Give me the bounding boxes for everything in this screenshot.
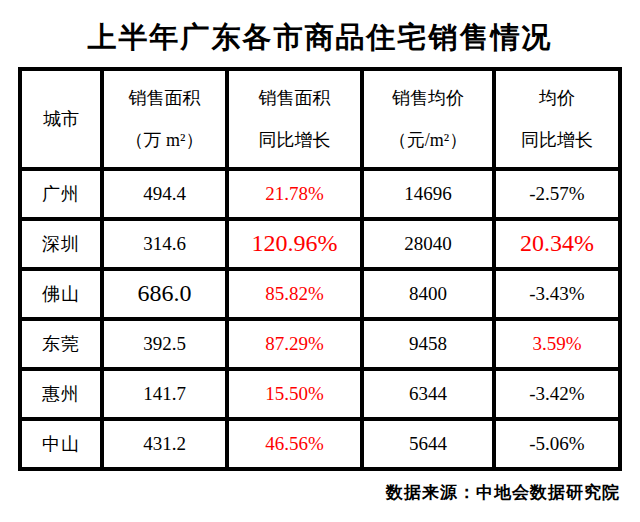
price-growth-cell: -3.43% [494,269,620,319]
area-growth-cell: 15.50% [227,369,362,419]
area-growth-cell: 120.96% [227,219,362,269]
header-area-growth-line1: 销售面积 [229,77,360,119]
header-cell-area-growth: 销售面积 同比增长 [227,69,362,169]
city-cell: 广州 [20,169,102,219]
page-title: 上半年广东各市商品住宅销售情况 [0,20,640,55]
city-cell: 佛山 [20,269,102,319]
area-cell: 141.7 [102,369,227,419]
table-row-dongguan: 东莞 392.5 87.29% 9458 3.59% [20,319,620,369]
area-growth-cell: 85.82% [227,269,362,319]
price-cell: 14696 [362,169,494,219]
header-city-label: 城市 [22,98,100,140]
header-avg-price-line2: （元/m²） [364,119,492,161]
area-cell: 392.5 [102,319,227,369]
area-cell: 686.0 [102,269,227,319]
header-area-growth-line2: 同比增长 [229,119,360,161]
price-cell: 28040 [362,219,494,269]
price-growth-cell: 20.34% [494,219,620,269]
price-cell: 9458 [362,319,494,369]
header-sales-area-line1: 销售面积 [104,77,225,119]
area-growth-cell: 21.78% [227,169,362,219]
price-growth-cell: -2.57% [494,169,620,219]
header-sales-area-line2: （万 m²） [104,119,225,161]
table-row-guangzhou: 广州 494.4 21.78% 14696 -2.57% [20,169,620,219]
price-growth-cell: -5.06% [494,419,620,469]
city-cell: 中山 [20,419,102,469]
price-cell: 6344 [362,369,494,419]
area-cell: 494.4 [102,169,227,219]
table-row-zhongshan: 中山 431.2 46.56% 5644 -5.06% [20,419,620,469]
header-cell-price-growth: 均价 同比增长 [494,69,620,169]
table-header-row: 城市 销售面积 （万 m²） 销售面积 同比增长 销售均价 （元/m²） 均价 … [20,69,620,169]
header-price-growth-line2: 同比增长 [496,119,618,161]
table-graphic: 上半年广东各市商品住宅销售情况 城市 销售面积 （万 m²） 销售面积 同比增长 [0,0,640,522]
area-cell: 431.2 [102,419,227,469]
price-cell: 8400 [362,269,494,319]
table-row-foshan: 佛山 686.0 85.82% 8400 -3.43% [20,269,620,319]
price-cell: 5644 [362,419,494,469]
data-source-caption: 数据来源：中地会数据研究院 [0,481,640,504]
table-row-shenzhen: 深圳 314.6 120.96% 28040 20.34% [20,219,620,269]
city-cell: 深圳 [20,219,102,269]
area-growth-cell: 87.29% [227,319,362,369]
area-growth-cell: 46.56% [227,419,362,469]
header-cell-avg-price: 销售均价 （元/m²） [362,69,494,169]
price-growth-cell: -3.42% [494,369,620,419]
table-row-huizhou: 惠州 141.7 15.50% 6344 -3.42% [20,369,620,419]
header-avg-price-line1: 销售均价 [364,77,492,119]
header-cell-sales-area: 销售面积 （万 m²） [102,69,227,169]
city-cell: 东莞 [20,319,102,369]
city-cell: 惠州 [20,369,102,419]
area-cell: 314.6 [102,219,227,269]
header-cell-city: 城市 [20,69,102,169]
price-growth-cell: 3.59% [494,319,620,369]
sales-table: 城市 销售面积 （万 m²） 销售面积 同比增长 销售均价 （元/m²） 均价 … [18,67,622,471]
header-price-growth-line1: 均价 [496,77,618,119]
